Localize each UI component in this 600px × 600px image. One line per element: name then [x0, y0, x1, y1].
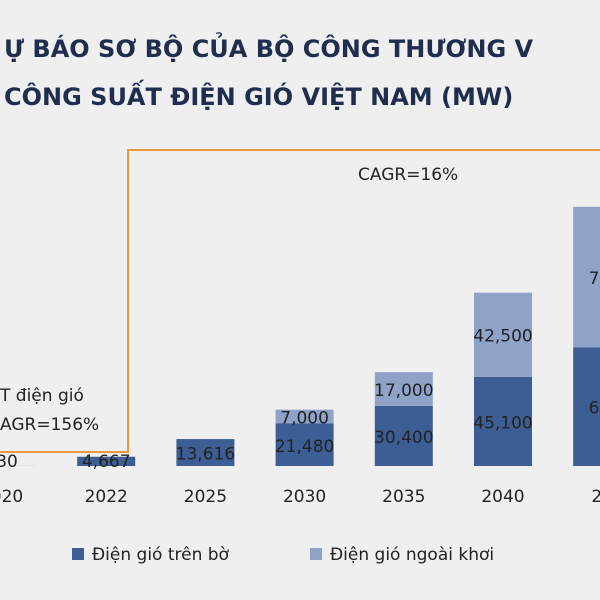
legend-label: Điện gió ngoài khơi	[330, 545, 494, 565]
annotation: T điện gió	[0, 386, 84, 406]
chart-title: CÔNG SUẤT ĐIỆN GIÓ VIỆT NAM (MW)	[4, 78, 513, 111]
data-label: 60,	[589, 399, 600, 419]
legend-swatch	[310, 548, 322, 560]
bar-segment	[374, 405, 433, 466]
x-tick-label: 20	[591, 487, 600, 507]
bar-segment	[573, 206, 600, 348]
bar-segment	[474, 292, 532, 377]
bar-segment	[77, 456, 136, 466]
data-label: 30,400	[374, 428, 433, 448]
bar-segment	[275, 409, 334, 424]
data-label: 42,500	[473, 327, 532, 347]
bar-segment	[474, 376, 532, 466]
legend-label: Điện gió trên bờ	[92, 545, 230, 565]
data-label: 4,667	[82, 452, 131, 472]
x-tick-label: 020	[0, 487, 23, 507]
x-tick-label: 2035	[382, 487, 425, 507]
data-label: 30	[0, 452, 18, 472]
data-label: 21,480	[275, 437, 334, 457]
annotation: AGR=156%	[0, 415, 99, 435]
x-tick-label: 2025	[184, 487, 227, 507]
bar-segment	[374, 372, 433, 406]
x-tick-label: 2030	[283, 487, 326, 507]
data-label: 17,000	[374, 381, 433, 401]
bar-segment	[573, 347, 600, 466]
cagr-bracket	[0, 149, 600, 453]
x-tick-label: 2040	[481, 487, 524, 507]
data-label: 71,	[589, 269, 600, 289]
data-label: 45,100	[473, 413, 532, 433]
legend-swatch	[72, 548, 84, 560]
chart-title: Ự BÁO SƠ BỘ CỦA BỘ CÔNG THƯƠNG V	[4, 30, 534, 63]
data-label: 7,000	[280, 409, 329, 429]
data-label: 13,616	[176, 445, 235, 465]
bar-segment	[176, 439, 235, 466]
bar-segment	[275, 423, 334, 466]
x-tick-label: 2022	[85, 487, 128, 507]
annotation: CAGR=16%	[358, 165, 458, 185]
